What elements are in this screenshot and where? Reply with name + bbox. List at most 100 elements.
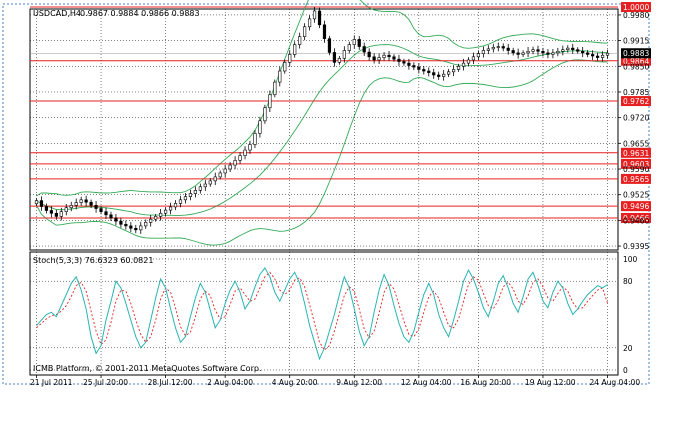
candle-body <box>442 73 446 77</box>
candle-body <box>134 227 138 231</box>
price-tick-label: 0.9395 <box>623 242 649 251</box>
candle-body <box>173 203 178 208</box>
candle-body <box>511 50 515 54</box>
candle-body <box>397 58 401 62</box>
candle-body <box>109 214 113 219</box>
candle-body <box>288 54 292 63</box>
main-panel-frame <box>29 8 619 251</box>
candle-body <box>352 39 356 45</box>
level-label: 1.0000 <box>623 3 649 12</box>
level-label: 0.9762 <box>623 97 649 106</box>
price-tick-label: 0.9655 <box>623 139 649 148</box>
candle-body <box>312 10 317 20</box>
candle-body <box>163 209 168 214</box>
candle-body <box>362 46 366 53</box>
candle-body <box>600 54 605 58</box>
price-axis: 0.9980 0.9915 0.9850 0.9785 0.9720 0.9655 0.95… <box>618 11 649 251</box>
candle-body <box>298 36 302 45</box>
price-tick-label: 0.9785 <box>623 88 649 97</box>
level-label: 0.9466 <box>623 214 649 223</box>
current-price-bg <box>621 48 651 59</box>
candle-body <box>233 160 237 166</box>
candle-body <box>506 47 510 51</box>
candle-body <box>278 70 282 83</box>
level-label-bg <box>621 201 651 212</box>
candle-body <box>99 208 103 212</box>
candle-body <box>402 61 406 64</box>
candle-body <box>476 53 481 58</box>
time-tick-label: 19 Aug 12:00 <box>525 378 576 387</box>
symbol-label: USDCAD,H4 <box>33 9 81 18</box>
candle-body <box>372 56 376 61</box>
candle-body <box>44 206 49 211</box>
candle-body <box>34 200 39 205</box>
time-tick-label: 21 Jul 2011 <box>30 378 73 387</box>
candle-body <box>218 172 222 178</box>
envelope-bands <box>36 0 608 246</box>
candle-body <box>461 62 466 67</box>
stoch-tick-label: 100 <box>623 255 638 264</box>
candle-body <box>317 10 322 26</box>
level-label-bg <box>621 147 651 158</box>
level-label: 0.9864 <box>623 57 649 66</box>
time-tick-label: 9 Aug 12:00 <box>336 378 382 387</box>
stoch-axis: 100 80 20 0 <box>623 255 638 375</box>
level-label: 0.9565 <box>623 175 649 184</box>
candle-body <box>39 200 44 207</box>
level-label: 0.9631 <box>623 149 649 158</box>
stoch-label: Stoch(5,3,3) 76.6323 60.0821 <box>33 256 153 265</box>
candle-body <box>74 202 78 206</box>
level-label-bg <box>621 212 651 223</box>
candle-body <box>149 218 153 223</box>
candle-body <box>139 225 143 231</box>
candle-body <box>238 155 242 161</box>
candle-body <box>84 199 88 203</box>
price-tick-label: 0.9980 <box>623 11 649 20</box>
candle-body <box>407 62 411 66</box>
candle-body <box>521 52 525 55</box>
candle-body <box>526 50 530 54</box>
price-tick-label: 0.9590 <box>623 165 649 174</box>
level-label-bg <box>621 2 651 13</box>
candle-body <box>437 74 441 77</box>
candle-body <box>178 199 183 204</box>
candle-body <box>367 51 371 58</box>
copyright-text: ICMB Platform, © 2001-2011 MetaQuotes So… <box>33 364 262 373</box>
candle-body <box>193 190 197 194</box>
candle-body <box>89 201 93 206</box>
candle-body <box>412 65 416 68</box>
band-lower <box>36 59 608 246</box>
candle-body <box>213 176 217 182</box>
candle-body <box>486 48 490 51</box>
candle-body <box>595 55 600 58</box>
candle-body <box>243 149 247 156</box>
level-label-bg <box>621 96 651 107</box>
current-price-label: 0.9883 <box>623 49 649 58</box>
time-tick-label: 24 Aug 04:00 <box>590 378 641 387</box>
candle-body <box>332 52 337 63</box>
time-tick-label: 4 Aug 20:00 <box>272 378 318 387</box>
candle-body <box>303 26 307 37</box>
level-label: 0.9496 <box>623 202 649 211</box>
candle-body <box>69 205 73 209</box>
candle-body <box>347 44 351 51</box>
time-tick-label: 12 Aug 04:00 <box>401 378 452 387</box>
candle-body <box>49 210 53 214</box>
level-label-bg <box>621 158 651 169</box>
candle-body <box>283 62 287 72</box>
candle-body <box>144 222 148 227</box>
candle-body <box>576 49 580 52</box>
candle-body <box>571 47 575 50</box>
candle-body <box>422 69 426 72</box>
time-tick-label: 2 Aug 04:00 <box>207 378 253 387</box>
candle-body <box>154 216 158 220</box>
candle-body <box>342 50 346 59</box>
candle-body <box>392 56 396 60</box>
candle-body <box>581 50 585 54</box>
time-tick-label: 25 Jul 20:00 <box>83 378 128 387</box>
candle-body <box>536 49 540 52</box>
candle-body <box>337 58 341 63</box>
price-tick-label: 0.9460 <box>623 216 649 225</box>
candle-body <box>417 66 421 70</box>
candle-body <box>104 211 108 216</box>
